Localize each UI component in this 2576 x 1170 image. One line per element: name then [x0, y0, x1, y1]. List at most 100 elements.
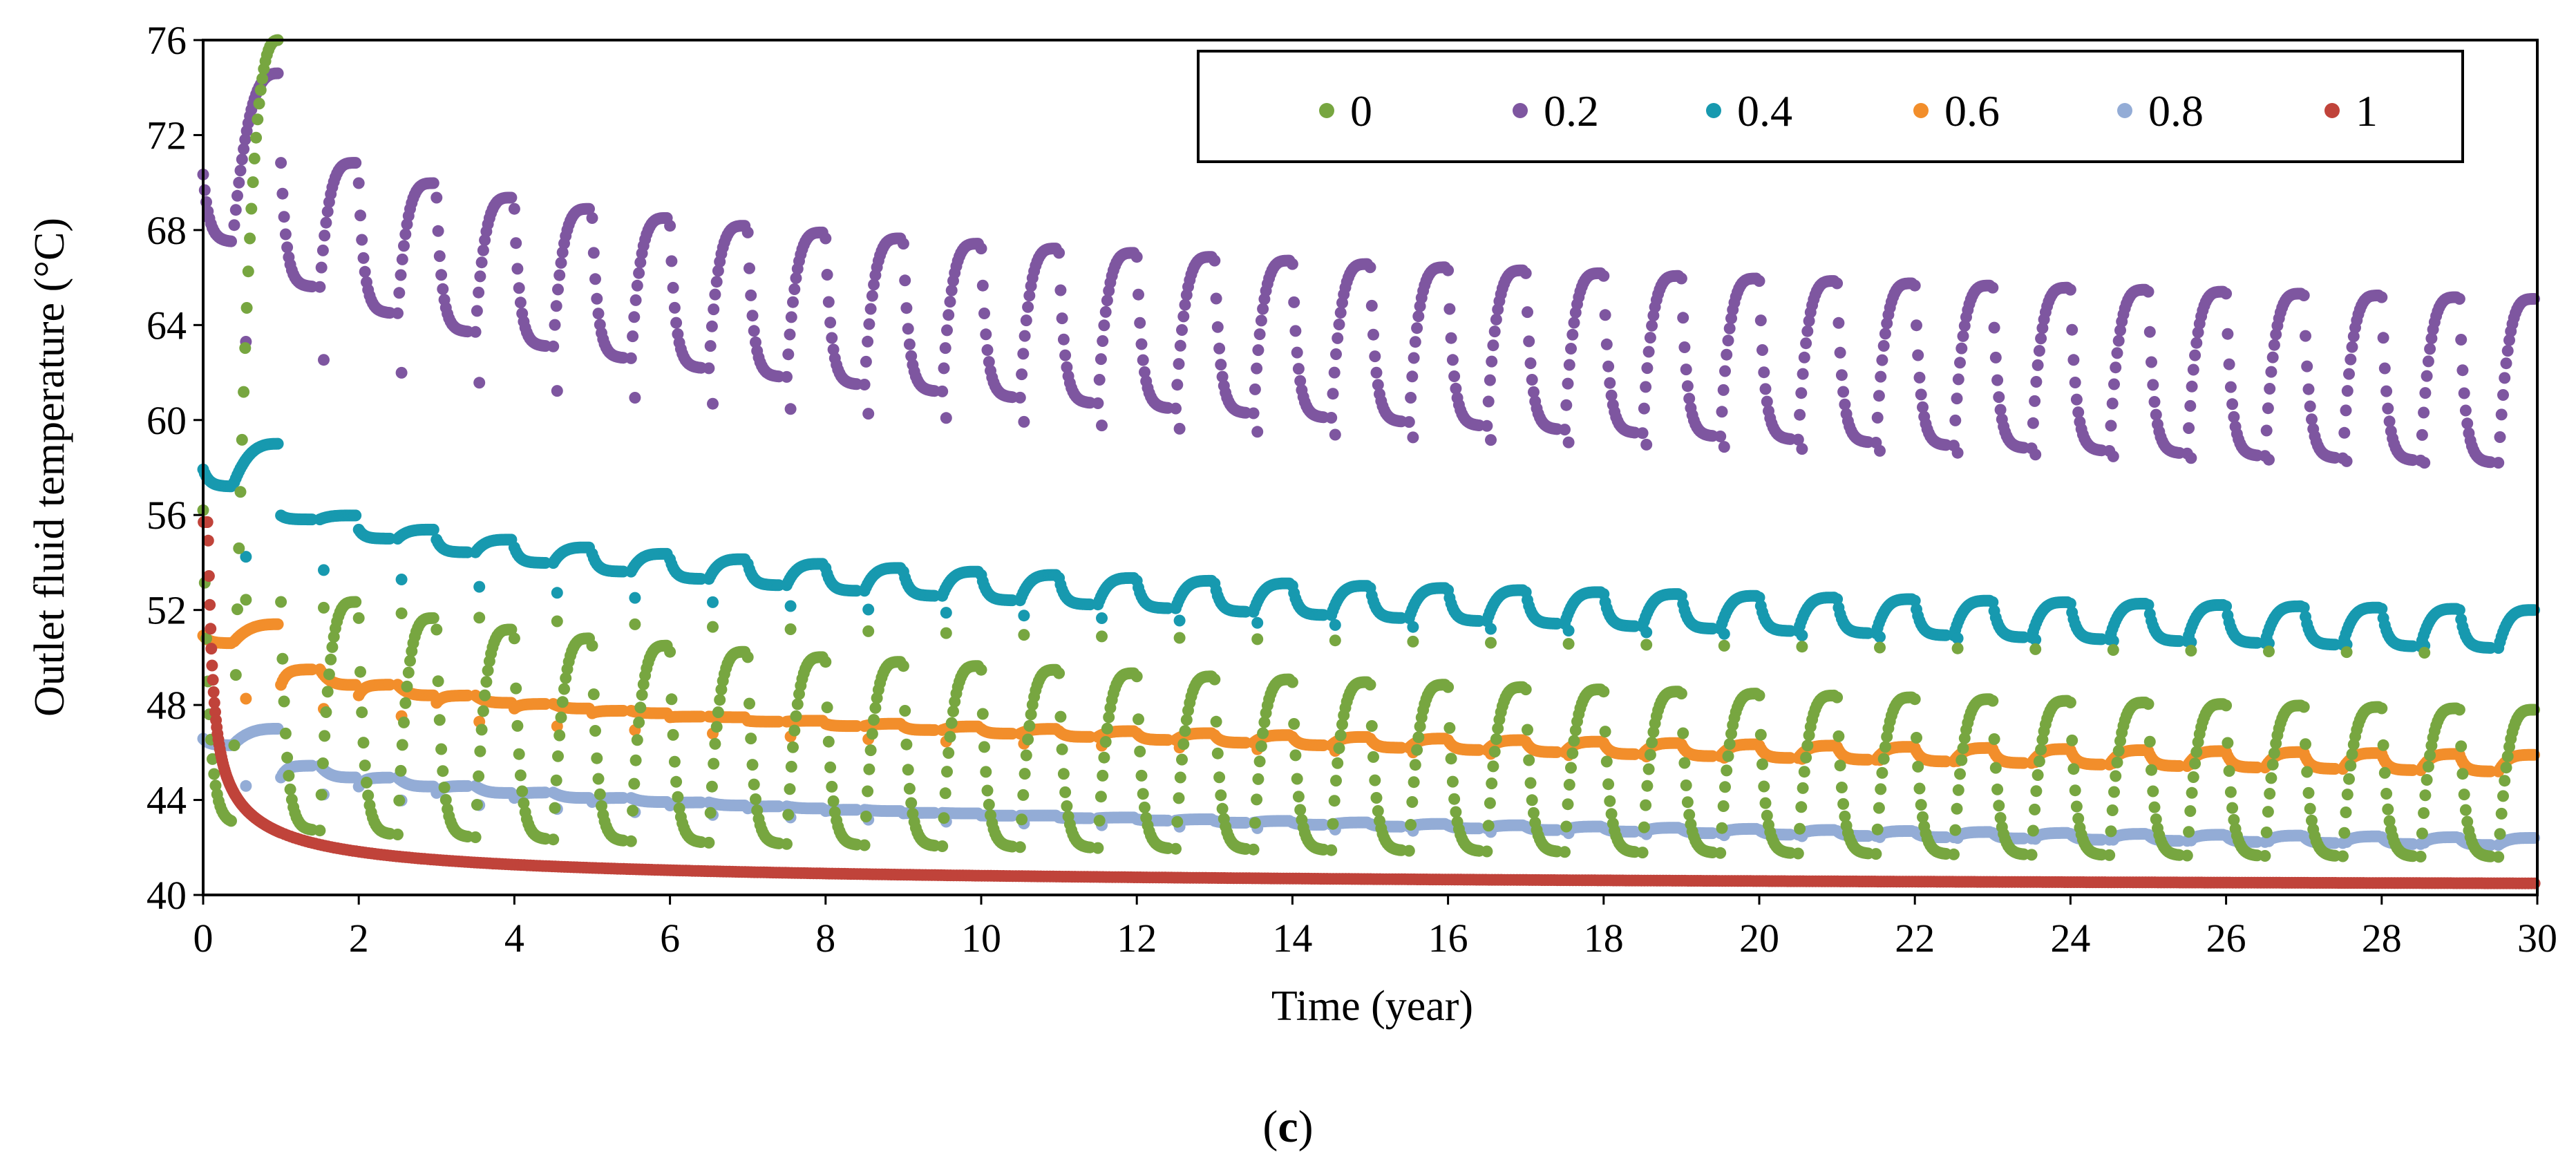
point-0.2 [1174, 339, 1186, 352]
point-0.2 [1054, 284, 1067, 296]
point-0.2 [314, 281, 326, 293]
point-0.2 [589, 273, 601, 285]
point-0.2 [505, 191, 518, 204]
point-0.2 [553, 269, 566, 281]
point-0.2 [627, 330, 639, 343]
point-0.4 [629, 592, 641, 604]
point-0.4 [427, 523, 439, 536]
point-0.2 [1325, 412, 1338, 424]
point-0.2 [975, 243, 987, 255]
point-0.2 [976, 279, 989, 292]
point-0.2 [552, 283, 564, 296]
point-0.2 [1135, 338, 1148, 350]
point-0.2 [1176, 324, 1188, 336]
point-0.2 [1364, 261, 1376, 274]
point-0.4 [1562, 625, 1575, 636]
point-0.2 [1213, 342, 1226, 355]
point-0.2 [826, 332, 838, 344]
point-0.2 [938, 362, 950, 375]
point-0.2 [1286, 258, 1298, 270]
point-0.2 [354, 209, 366, 222]
point-0.2 [631, 279, 643, 292]
point-0.2 [356, 234, 368, 246]
point-0.2 [1559, 424, 1571, 436]
point-0.2 [1563, 359, 1575, 371]
point-0.2 [664, 220, 676, 232]
point-0.2 [940, 412, 952, 424]
point-0.2 [782, 348, 795, 361]
point-0.2 [784, 403, 797, 415]
point-0.2 [315, 261, 328, 274]
point-0.2 [547, 340, 560, 352]
point-0.2 [393, 287, 406, 299]
point-0.2 [392, 307, 404, 319]
point-0.2 [357, 252, 370, 264]
point-0.6 [225, 637, 237, 650]
point-0.2 [1488, 325, 1501, 338]
point-0.2 [198, 184, 211, 196]
point-0.2 [902, 323, 914, 335]
point-0.2 [1020, 314, 1032, 327]
point-0.2 [395, 366, 408, 379]
point-0.2 [1019, 330, 1031, 342]
point-0.6 [272, 618, 284, 630]
point-0.2 [1448, 370, 1461, 382]
point-0.2 [1482, 395, 1495, 408]
point-0.2 [233, 176, 245, 189]
point-0.2 [1137, 354, 1149, 366]
point-0.2 [1017, 348, 1030, 360]
point-0.2 [629, 392, 641, 404]
point-0.2 [1333, 319, 1345, 330]
point-0.2 [1566, 328, 1579, 341]
point-0.2 [1524, 357, 1537, 370]
point-0.4 [272, 437, 284, 450]
point-0.2 [1257, 303, 1269, 315]
point-0.2 [936, 385, 949, 397]
point-0.2 [471, 305, 483, 317]
point-0.2 [1179, 299, 1191, 311]
point-0.2 [670, 317, 683, 329]
point-0.2 [665, 255, 678, 267]
point-0.2 [708, 303, 720, 316]
point-0.2 [473, 286, 485, 299]
point-0.2 [1022, 301, 1034, 313]
point-0.2 [1406, 370, 1419, 383]
point-0.2 [281, 241, 294, 254]
point-0.2 [591, 292, 603, 305]
point-0.2 [1173, 422, 1186, 435]
point-0.2 [822, 296, 835, 308]
point-0.4 [1407, 621, 1419, 633]
point-0.2 [587, 247, 600, 259]
point-0.2 [1443, 303, 1456, 315]
point-0.2 [709, 288, 721, 301]
point-0.4 [350, 509, 362, 522]
point-0.2 [788, 283, 801, 295]
point-0.2 [399, 228, 412, 240]
point-0.2 [710, 276, 723, 288]
point-0.2 [1560, 399, 1573, 411]
point-0.2 [1252, 344, 1265, 357]
point-0.2 [981, 344, 994, 356]
point-0.2 [862, 408, 875, 420]
point-0.2 [1173, 358, 1185, 370]
point-0.2 [1411, 322, 1423, 334]
point-0.2 [432, 225, 444, 237]
point-0.2 [316, 244, 329, 256]
point-0.2 [320, 216, 332, 229]
point-0.2 [350, 157, 362, 169]
point-0.4 [707, 596, 719, 608]
point-0.2 [1486, 355, 1498, 368]
point-0.2 [668, 301, 681, 314]
point-0.4 [1329, 619, 1341, 631]
point-0.2 [1211, 321, 1224, 333]
point-0.2 [863, 318, 875, 330]
point-0.2 [396, 253, 408, 265]
point-0.2 [1490, 313, 1502, 325]
point-0.2 [1130, 251, 1143, 263]
point-0.2 [319, 229, 331, 242]
point-0.2 [785, 311, 797, 323]
point-0.2 [1412, 310, 1425, 323]
point-0.2 [395, 269, 407, 281]
point-0.2 [1328, 366, 1341, 379]
